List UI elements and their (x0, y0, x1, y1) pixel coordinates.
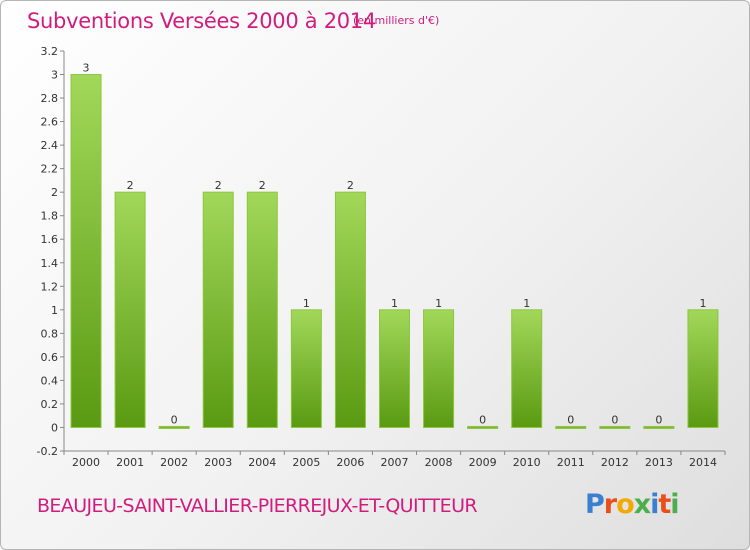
bar-chart: -0.2 0 0.2 0.4 0.6 0.8 1 1.2 1.4 1.6 1.8 2 2.2 2.4 2.6… (37, 45, 726, 469)
y-tick-label: 0.8 (41, 327, 59, 340)
y-tick-label: 2.6 (41, 116, 59, 129)
data-label: 1 (699, 297, 706, 310)
bar (290, 309, 322, 428)
logo-letter: r (603, 489, 617, 520)
logo-letter: i (670, 489, 679, 520)
x-tick-label: 2009 (469, 456, 497, 469)
logo-letter: P (585, 489, 605, 520)
y-tick-label: 1.4 (41, 257, 59, 270)
bar (202, 191, 234, 428)
bar (114, 191, 146, 428)
bar (158, 425, 190, 429)
data-label: 1 (435, 297, 442, 310)
data-label: 0 (171, 413, 178, 426)
y-tick-label: -0.2 (37, 445, 58, 458)
x-tick-label: 2005 (292, 456, 320, 469)
proxiti-logo[interactable]: Proxiti (585, 489, 680, 520)
commune-name: BEAUJEU-SAINT-VALLIER-PIERREJUX-ET-QUITT… (37, 495, 478, 517)
x-tick-label: 2001 (116, 456, 144, 469)
y-tick-label: 3 (51, 69, 58, 82)
bar (423, 309, 455, 428)
x-tick-label: 2007 (381, 456, 409, 469)
y-tick-label: 0.2 (41, 398, 59, 411)
data-label: 0 (655, 413, 662, 426)
x-tick-label: 2011 (557, 456, 585, 469)
data-label: 1 (523, 297, 530, 310)
logo-letter: t (658, 489, 671, 520)
y-tick-label: 1.8 (41, 210, 59, 223)
y-tick-label: 3.2 (41, 45, 59, 58)
x-tick-label: 2004 (248, 456, 276, 469)
bar (467, 425, 499, 429)
bar (599, 425, 631, 429)
logo-letter: o (616, 489, 635, 520)
y-tick-label: 2.8 (41, 92, 59, 105)
chart-unit: (en milliers d'€) (353, 14, 440, 27)
y-tick-label: 1.6 (41, 233, 59, 246)
x-tick-label: 2006 (336, 456, 364, 469)
data-label: 0 (611, 413, 618, 426)
y-tick-label: 2.4 (41, 139, 59, 152)
x-tick-label: 2002 (160, 456, 188, 469)
x-tick-label: 2012 (601, 456, 629, 469)
x-tick-label: 2010 (513, 456, 541, 469)
data-label: 1 (303, 297, 310, 310)
bar (555, 425, 587, 429)
x-tick-label: 2000 (72, 456, 100, 469)
bar (379, 309, 410, 428)
data-label: 0 (567, 413, 574, 426)
data-label: 2 (215, 179, 222, 192)
data-label: 1 (391, 297, 398, 310)
data-label: 2 (259, 179, 266, 192)
x-tick-label: 2008 (425, 456, 453, 469)
logo-letter: i (650, 489, 659, 520)
y-tick-label: 2.2 (41, 163, 59, 176)
bar (70, 74, 102, 428)
chart-title: Subventions Versées 2000 à 2014 (27, 9, 376, 33)
logo-letter: x (633, 489, 651, 520)
bar (643, 425, 675, 429)
x-tick-label: 2003 (204, 456, 232, 469)
y-tick-label: 0 (51, 421, 58, 434)
data-label: 2 (127, 179, 134, 192)
y-tick-label: 2 (51, 186, 58, 199)
bar (687, 309, 719, 428)
data-label: 3 (83, 62, 90, 75)
y-tick-label: 0.6 (41, 351, 59, 364)
bar (334, 191, 366, 428)
x-tick-label: 2013 (645, 456, 673, 469)
data-label: 0 (479, 413, 486, 426)
bar (511, 309, 543, 428)
data-label: 2 (347, 179, 354, 192)
y-tick-label: 1.2 (41, 280, 59, 293)
x-tick-label: 2014 (689, 456, 717, 469)
y-tick-label: 1 (51, 304, 58, 317)
bar (246, 191, 278, 428)
y-tick-label: 0.4 (41, 374, 59, 387)
